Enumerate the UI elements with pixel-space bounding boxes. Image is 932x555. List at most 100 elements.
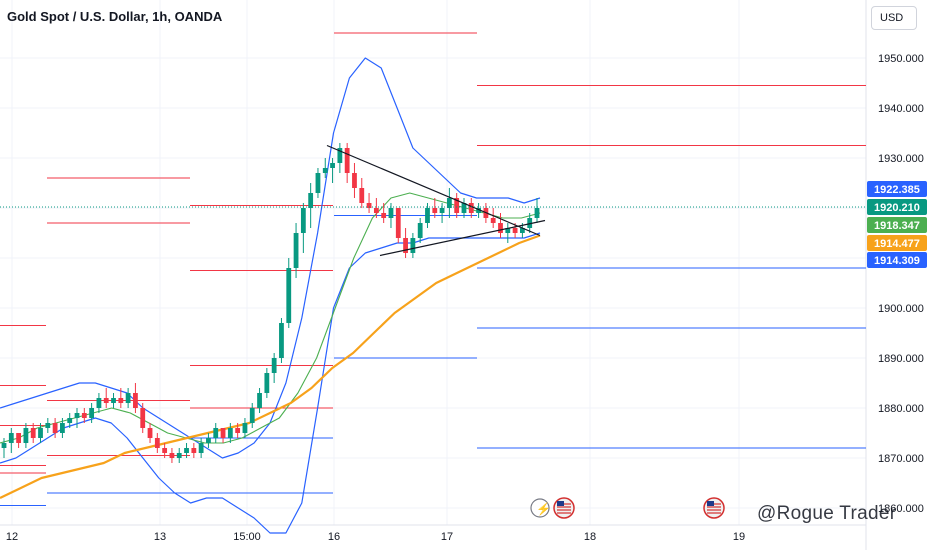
candle-body xyxy=(337,148,343,163)
candle-body xyxy=(381,213,387,218)
candle-body xyxy=(512,228,518,233)
candle-body xyxy=(103,398,109,403)
candle-body xyxy=(23,428,29,443)
candle-body xyxy=(519,228,525,233)
candle-body xyxy=(257,393,262,408)
price-label: 1914.477 xyxy=(874,238,920,250)
price-label: 1918.347 xyxy=(874,220,920,232)
candle-body xyxy=(308,193,314,208)
candle-body xyxy=(118,398,124,403)
y-tick-label: 1900.000 xyxy=(878,303,924,315)
candle-body xyxy=(446,198,452,208)
candle-body xyxy=(322,168,328,173)
currency-button[interactable]: USD xyxy=(871,6,917,30)
candle-body xyxy=(395,208,401,238)
candle-body xyxy=(439,208,445,213)
candle-body xyxy=(330,163,335,168)
price-label: 1914.309 xyxy=(874,255,920,267)
chart-title: Gold Spot / U.S. Dollar, 1h, OANDA xyxy=(7,9,223,24)
us-flag-icon xyxy=(707,501,714,506)
candle-body xyxy=(227,428,233,438)
candle-body xyxy=(184,448,189,453)
candle-body xyxy=(242,423,248,433)
candle-body xyxy=(191,448,197,453)
bollinger-lower-band xyxy=(0,232,541,534)
candle-body xyxy=(30,428,36,438)
candle-body xyxy=(264,373,270,393)
y-tick-label: 1950.000 xyxy=(878,53,924,65)
y-tick-label: 1860.000 xyxy=(878,503,924,515)
candle-body xyxy=(1,443,7,448)
price-label-box xyxy=(867,217,927,233)
candle-body xyxy=(96,398,102,408)
moving-average-orange xyxy=(0,234,541,499)
x-tick-label: 12 xyxy=(6,531,18,543)
candle-body xyxy=(125,393,131,403)
candle-body xyxy=(81,413,87,418)
candle-body xyxy=(52,423,58,433)
candle-body xyxy=(425,208,430,223)
us-flag-icon xyxy=(557,501,564,506)
trendline-lower xyxy=(379,219,546,257)
candle-body xyxy=(366,203,372,208)
candle-body xyxy=(133,393,138,408)
price-label-box xyxy=(867,235,927,251)
x-tick-label: 16 xyxy=(328,531,340,543)
candle-body xyxy=(454,198,460,213)
candle-body xyxy=(213,428,219,438)
x-tick-label: 17 xyxy=(441,531,453,543)
candle-body xyxy=(235,428,241,433)
candle-body xyxy=(417,223,423,238)
candle-body xyxy=(344,148,350,173)
candle-body xyxy=(154,438,160,448)
candle-body xyxy=(279,323,284,358)
x-tick-label: 19 xyxy=(733,531,745,543)
y-tick-label: 1880.000 xyxy=(878,403,924,415)
y-tick-label: 1940.000 xyxy=(878,103,924,115)
candle-body xyxy=(352,173,357,188)
candle-body xyxy=(162,448,168,453)
y-tick-label: 1870.000 xyxy=(878,453,924,465)
candle-body xyxy=(45,423,51,428)
candle-body xyxy=(140,408,146,428)
candle-body xyxy=(198,443,204,453)
price-label-box xyxy=(867,199,927,215)
candle-body xyxy=(300,208,306,233)
x-tick-label: 13 xyxy=(154,531,166,543)
candle-body xyxy=(373,208,379,213)
candle-body xyxy=(147,428,153,438)
candle-body xyxy=(432,208,438,213)
flash-event-icon xyxy=(530,498,550,518)
candle-body xyxy=(271,358,277,373)
candle-body xyxy=(67,418,73,423)
candle-body xyxy=(8,433,14,443)
candle-body xyxy=(16,433,22,443)
x-tick-label: 18 xyxy=(584,531,596,543)
candle-body xyxy=(315,173,321,193)
candle-body xyxy=(388,208,394,218)
price-label: 1922.385 xyxy=(874,184,920,196)
candle-body xyxy=(461,203,467,213)
flash-event-icon: ⚡ xyxy=(536,502,551,516)
candle-body xyxy=(476,208,481,213)
candle-body xyxy=(410,238,416,253)
y-tick-label: 1890.000 xyxy=(878,353,924,365)
candle-body xyxy=(359,188,365,203)
candle-body xyxy=(111,398,116,403)
candle-body xyxy=(176,453,182,458)
candle-body xyxy=(293,233,299,268)
trendline-upper xyxy=(326,144,541,237)
candle-body xyxy=(38,428,43,438)
price-label-box xyxy=(867,252,927,268)
candle-body xyxy=(403,238,408,253)
y-tick-label: 1930.000 xyxy=(878,153,924,165)
candle-body xyxy=(169,453,175,458)
candle-body xyxy=(527,218,533,228)
price-label: 1920.210 xyxy=(874,202,920,214)
candle-body xyxy=(89,408,95,418)
candle-body xyxy=(490,218,496,223)
watermark-text: @Rogue Trader xyxy=(757,503,897,524)
x-tick-label: 15:00 xyxy=(233,531,261,543)
